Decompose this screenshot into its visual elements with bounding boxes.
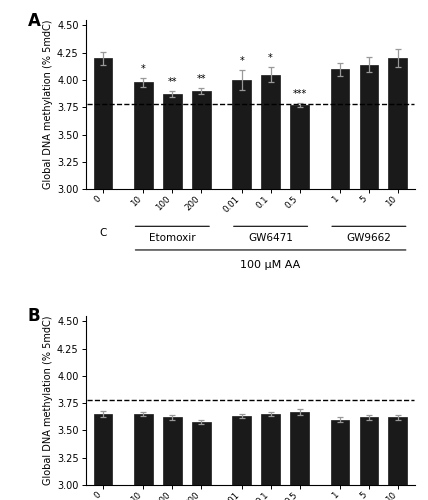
- Bar: [134, 82, 153, 500]
- Bar: [389, 58, 407, 500]
- Bar: [330, 69, 349, 500]
- Text: 100 μM AA: 100 μM AA: [241, 260, 301, 270]
- Y-axis label: Global DNA methylation (% 5mdC): Global DNA methylation (% 5mdC): [43, 316, 53, 485]
- Text: B: B: [28, 308, 41, 326]
- Bar: [389, 418, 407, 500]
- Text: *: *: [239, 56, 244, 66]
- Text: A: A: [28, 12, 41, 30]
- Bar: [261, 414, 280, 500]
- Bar: [192, 91, 211, 500]
- Bar: [360, 418, 378, 500]
- Text: **: **: [168, 77, 177, 87]
- Bar: [261, 74, 280, 500]
- Text: *: *: [141, 64, 146, 74]
- Text: **: **: [196, 74, 206, 84]
- Bar: [134, 414, 153, 500]
- Text: GW9662: GW9662: [347, 233, 391, 243]
- Bar: [360, 64, 378, 500]
- Text: C: C: [99, 228, 107, 238]
- Y-axis label: Global DNA methylation (% 5mdC): Global DNA methylation (% 5mdC): [43, 20, 53, 190]
- Bar: [232, 80, 251, 500]
- Bar: [330, 420, 349, 500]
- Text: ***: ***: [292, 89, 306, 99]
- Bar: [232, 416, 251, 500]
- Bar: [290, 105, 309, 500]
- Text: *: *: [268, 53, 273, 63]
- Bar: [192, 422, 211, 500]
- Bar: [290, 412, 309, 500]
- Text: Etomoxir: Etomoxir: [149, 233, 196, 243]
- Bar: [163, 94, 182, 500]
- Bar: [163, 418, 182, 500]
- Bar: [94, 58, 112, 500]
- Bar: [94, 414, 112, 500]
- Text: GW6471: GW6471: [248, 233, 293, 243]
